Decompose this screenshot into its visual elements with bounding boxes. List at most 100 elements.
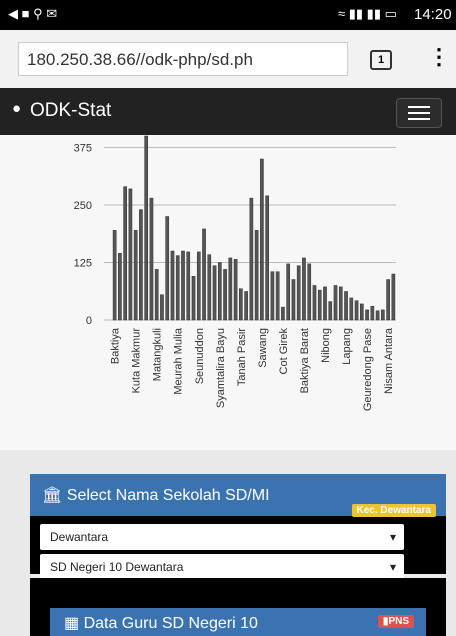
- caret: ▾: [389, 530, 396, 544]
- bar: [260, 158, 264, 321]
- status-icons: ◀ ■ ⚲ ✉: [8, 6, 58, 21]
- y-tick-label: 125: [74, 258, 92, 270]
- bar: [254, 230, 259, 321]
- bar: [144, 135, 149, 321]
- chart: 0 125 250 375 Baktiya Kuta Makmur Matangkuli Me…: [74, 135, 396, 411]
- clock: 14:20: [414, 6, 452, 23]
- signal-icons: ≈ ▮▮ ▮▮ ▭: [338, 6, 397, 21]
- bar: [408, 118, 430, 120]
- x-tick-label: Baktiya Barat: [299, 328, 311, 393]
- app-title: ODK-Stat: [30, 100, 112, 121]
- url-bar: 180.250.38.66//odk-php/sd.ph 1 ⋮: [0, 30, 456, 88]
- panel-header: ▦ Data Guru SD Negeri 10 ▮PNS: [50, 608, 426, 636]
- bar: [307, 263, 312, 321]
- bar: [175, 255, 180, 321]
- bar: [191, 276, 196, 321]
- bar: [296, 265, 301, 321]
- x-tick-label: Seunuddon: [194, 328, 206, 384]
- bar: [381, 309, 385, 321]
- bar: [359, 303, 364, 321]
- bar: [123, 186, 127, 321]
- bar: [286, 263, 291, 321]
- bar: [275, 271, 280, 321]
- bar: [344, 291, 348, 321]
- bar: [196, 251, 201, 321]
- bar: [375, 310, 380, 321]
- bar: [333, 285, 338, 321]
- bar: [323, 286, 327, 321]
- select[interactable]: SD Negeri 10 Dewantara ▾: [40, 554, 404, 580]
- panel-title: 🏛 Select Nama Sekolah SD/MI: [42, 487, 270, 504]
- bar: [128, 188, 133, 321]
- bar: [212, 265, 217, 321]
- x-tick-label: Matangkuli: [152, 328, 164, 381]
- bar: [154, 269, 159, 321]
- status-bar: ◀ ■ ⚲ ✉ ≈ ▮▮ ▮▮ ▭ 14:20: [0, 0, 456, 30]
- x-tick-label: Baktiya: [110, 327, 122, 364]
- y-tick-label: 250: [74, 200, 92, 212]
- panel-guru: ▦ Data Guru SD Negeri 10 ▮PNS: [30, 578, 446, 636]
- caret: ▾: [389, 560, 396, 574]
- select-text: Dewantara: [50, 530, 109, 544]
- bar: [391, 273, 396, 321]
- title-text: Data Guru SD Negeri 10: [83, 615, 258, 632]
- select-text: SD Negeri 10 Dewantara: [50, 560, 184, 574]
- bar: [133, 230, 138, 321]
- bar: [270, 271, 275, 321]
- bar: [112, 230, 117, 321]
- tab-count[interactable]: 1: [370, 50, 392, 70]
- bar: [312, 285, 317, 321]
- bar: [365, 309, 369, 321]
- x-tick-label: Nisam Antara: [383, 327, 395, 394]
- bar: [386, 279, 390, 321]
- bar: [338, 286, 343, 321]
- badge: Kec. Dewantara: [351, 504, 436, 517]
- bar: [118, 253, 122, 321]
- url-field[interactable]: 180.250.38.66//odk-php/sd.ph: [18, 42, 348, 76]
- bar: [139, 209, 143, 321]
- bar: [265, 195, 269, 321]
- bar: [244, 291, 248, 321]
- bar: [349, 297, 354, 321]
- bar: [223, 269, 227, 321]
- bar: [149, 197, 154, 321]
- badge-text: PNS: [388, 616, 409, 627]
- x-tick-label: Tanah Pasir: [236, 328, 248, 386]
- badge: ▮PNS: [377, 615, 414, 628]
- app-header: ● ODK-Stat: [0, 88, 456, 135]
- chart-card: 0 125 250 375 Baktiya Kuta Makmur Matangkuli Me…: [0, 135, 456, 450]
- x-tick-label: Nibong: [320, 328, 332, 363]
- bar: [408, 112, 430, 114]
- bar: [160, 294, 164, 321]
- x-tick-label: Cot Girek: [278, 328, 290, 375]
- hamburger[interactable]: [396, 98, 442, 128]
- panel-select: 🏛 Select Nama Sekolah SD/MI Kec. Dewanta…: [30, 474, 446, 580]
- x-tick-label: Kuta Makmur: [131, 328, 143, 394]
- menu-dots[interactable]: ⋮: [428, 44, 450, 69]
- bar: [217, 262, 222, 321]
- bar: [186, 251, 191, 321]
- bar: [170, 250, 175, 321]
- bar: [165, 216, 170, 321]
- y-tick-label: 0: [86, 315, 92, 327]
- panel-header: 🏛 Select Nama Sekolah SD/MI Kec. Dewanta…: [30, 474, 446, 517]
- bar: [233, 259, 238, 321]
- select[interactable]: Dewantara ▾: [40, 524, 404, 550]
- x-tick-label: Lapang: [341, 328, 353, 365]
- bar: [408, 106, 430, 108]
- bar: [207, 254, 212, 321]
- bar: [354, 300, 359, 321]
- bar: [281, 306, 285, 321]
- panel-title: ▦ Data Guru SD Negeri 10: [64, 615, 258, 632]
- bar: [249, 197, 254, 321]
- bar: [202, 228, 206, 321]
- bar: [239, 288, 243, 321]
- x-tick-label: Sawang: [257, 328, 269, 368]
- bar: [181, 250, 185, 321]
- x-tick-label: Geuredong Pase: [362, 328, 374, 411]
- bar: [228, 257, 233, 321]
- y-tick-label: 375: [74, 143, 92, 155]
- bar: [317, 289, 322, 321]
- bar: [302, 257, 306, 321]
